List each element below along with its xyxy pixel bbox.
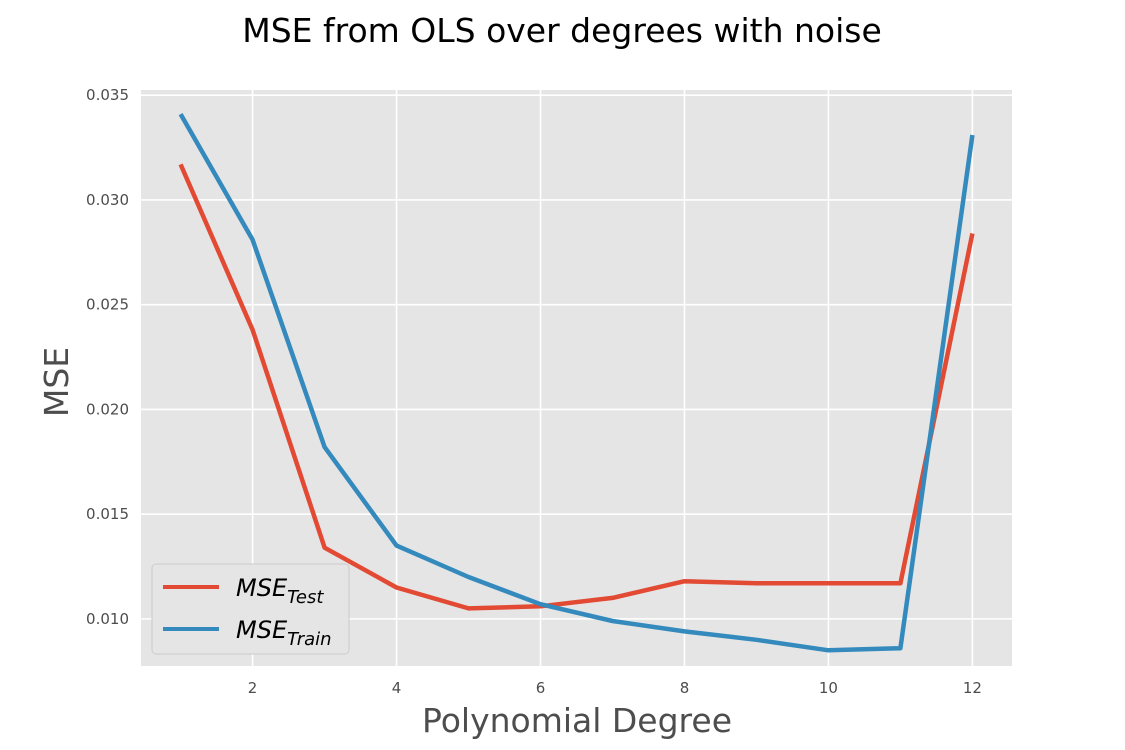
y-tick-label: 0.030 [86,191,129,209]
y-tick-label: 0.020 [86,400,129,418]
tick-labels: 2 4 6 8 10 12 0.010 0.015 0.020 0.025 0.030 0.035 [86,86,982,697]
x-tick-label: 4 [392,679,402,697]
y-tick-label: 0.010 [86,610,129,628]
chart-title: MSE from OLS over degrees with noise [242,11,882,50]
x-axis-label: Polynomial Degree [422,701,732,740]
y-tick-label: 0.015 [86,505,129,523]
x-tick-label: 2 [248,679,258,697]
legend-label-test: MSETest [236,574,324,608]
x-tick-label: 10 [819,679,838,697]
x-tick-label: 6 [536,679,546,697]
legend: MSETest MSETrain [151,563,350,655]
series-line-train [178,112,975,653]
y-axis-label: MSE [37,347,76,417]
legend-label-train: MSETrain [236,616,332,650]
grid-lines [141,90,1012,666]
y-tick-label: 0.035 [86,86,129,104]
x-tick-label: 8 [680,679,690,697]
series-line-test [178,163,975,611]
y-tick-label: 0.025 [86,296,129,314]
x-tick-label: 12 [963,679,982,697]
series-lines [178,112,975,653]
